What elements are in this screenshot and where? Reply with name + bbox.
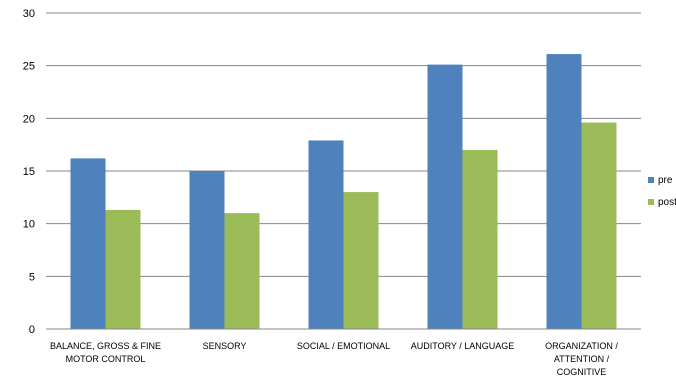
y-tick-label: 10: [23, 219, 35, 231]
legend-swatch-pre: [648, 177, 654, 183]
legend-label-post: post: [658, 197, 676, 208]
y-tick-label: 15: [23, 166, 35, 178]
y-tick-label: 25: [23, 61, 35, 73]
bar-pre: [546, 54, 582, 330]
bar-post: [343, 192, 379, 329]
legend: pre post: [648, 175, 676, 208]
y-axis-tick-labels: 0 5 10 15 20 25 30: [23, 8, 35, 336]
y-tick-label: 0: [29, 324, 35, 336]
x-tick-label: SENSORY: [203, 341, 247, 351]
bar-post: [462, 149, 498, 329]
bar-pre: [427, 64, 463, 329]
x-tick-label: MOTOR CONTROL: [66, 354, 146, 364]
bar-post: [224, 213, 260, 329]
legend-label-pre: pre: [658, 175, 673, 186]
x-tick-label: SOCIAL / EMOTIONAL: [297, 341, 390, 351]
x-tick-label: ATTENTION /: [554, 354, 610, 364]
bar-post: [105, 209, 141, 329]
y-tick-label: 20: [23, 113, 35, 125]
x-tick-label: BALANCE, GROSS & FINE: [50, 341, 161, 351]
legend-swatch-post: [648, 199, 654, 205]
bar-pre: [189, 171, 225, 329]
y-tick-label: 30: [23, 8, 35, 20]
bar-pre: [70, 158, 106, 329]
x-tick-label: ORGANIZATION /: [545, 341, 618, 351]
x-axis-tick-labels: BALANCE, GROSS & FINE MOTOR CONTROL SENSOR…: [50, 341, 618, 377]
y-tick-label: 5: [29, 271, 35, 283]
bar-post: [581, 122, 617, 330]
bar-pre: [308, 140, 344, 329]
x-tick-label: COGNITIVE: [557, 367, 607, 377]
bars: [70, 54, 617, 330]
x-tick-label: AUDITORY / LANGUAGE: [411, 341, 515, 351]
